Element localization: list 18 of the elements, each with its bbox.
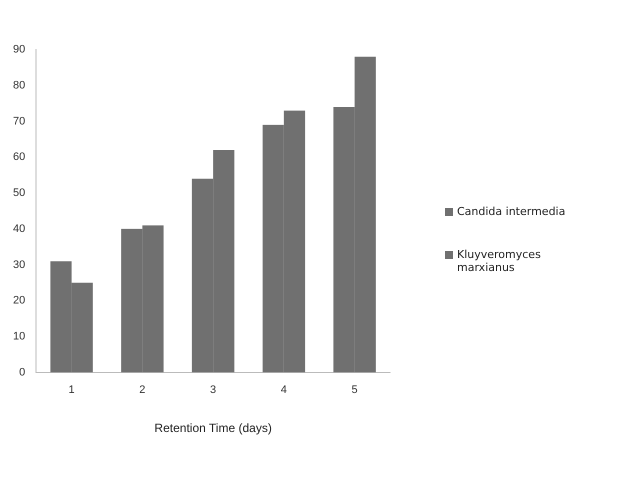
y-tick-label: 30 xyxy=(12,258,26,271)
y-tick-label: 90 xyxy=(12,44,26,56)
x-tick-label: 5 xyxy=(352,384,358,396)
legend-label: Candida intermedia xyxy=(457,205,566,218)
y-tick-label: 50 xyxy=(12,187,26,200)
x-tick-label: 1 xyxy=(68,384,75,396)
y-tick-label: 70 xyxy=(12,115,26,128)
y-tick-label: 60 xyxy=(12,151,26,164)
y-tick-label: 20 xyxy=(12,294,26,307)
x-axis-title: Retention Time (days) xyxy=(154,421,272,436)
y-tick-label: 0 xyxy=(19,366,26,378)
x-tick-label: 2 xyxy=(139,384,146,396)
legend-label: Kluyveromyces marxianus xyxy=(457,248,542,274)
x-tick-label: 3 xyxy=(210,384,216,396)
x-tick-label: 4 xyxy=(280,384,287,396)
y-tick-label: 40 xyxy=(12,222,26,235)
y-tick-label: 80 xyxy=(12,80,26,92)
y-tick-label: 10 xyxy=(12,330,26,343)
